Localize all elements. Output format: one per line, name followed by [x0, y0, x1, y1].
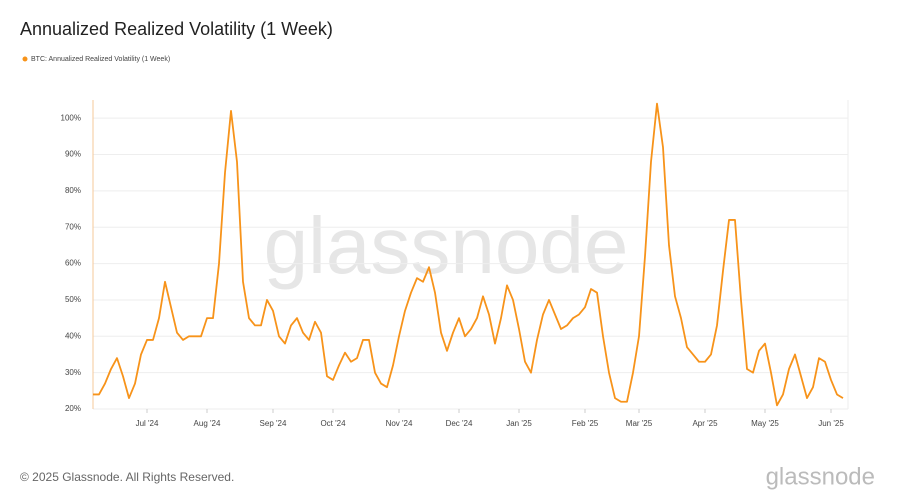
x-tick-label: Jun '25 [818, 419, 844, 428]
brand-logo: glassnode [766, 463, 875, 490]
x-tick-label: Oct '24 [320, 419, 346, 428]
y-tick-label: 90% [65, 150, 81, 159]
y-tick-label: 30% [65, 368, 81, 377]
x-tick-label: Apr '25 [692, 419, 718, 428]
y-tick-label: 40% [65, 331, 81, 340]
x-tick-label: May '25 [751, 419, 779, 428]
y-tick-label: 60% [65, 259, 81, 268]
x-tick-label: Nov '24 [386, 419, 413, 428]
x-tick-label: Mar '25 [626, 419, 653, 428]
y-tick-label: 70% [65, 222, 81, 231]
chart-title: Annualized Realized Volatility (1 Week) [20, 19, 333, 39]
watermark: glassnode [264, 201, 629, 290]
x-tick-label: Jul '24 [136, 419, 159, 428]
footer: © 2025 Glassnode. All Rights Reserved. [20, 470, 234, 484]
x-tick-label: Feb '25 [572, 419, 599, 428]
legend-label: BTC: Annualized Realized Volatility (1 W… [31, 56, 170, 63]
x-tick-label: Jan '25 [506, 419, 532, 428]
x-tick-label: Dec '24 [446, 419, 473, 428]
x-tick-label: Aug '24 [194, 419, 221, 428]
y-tick-label: 20% [65, 404, 81, 413]
legend-marker [22, 56, 28, 62]
y-tick-label: 50% [65, 295, 81, 304]
line-series [93, 102, 844, 407]
y-tick-label: 80% [65, 186, 81, 195]
x-tick-label: Sep '24 [260, 419, 287, 428]
y-tick-label: 100% [61, 113, 81, 122]
